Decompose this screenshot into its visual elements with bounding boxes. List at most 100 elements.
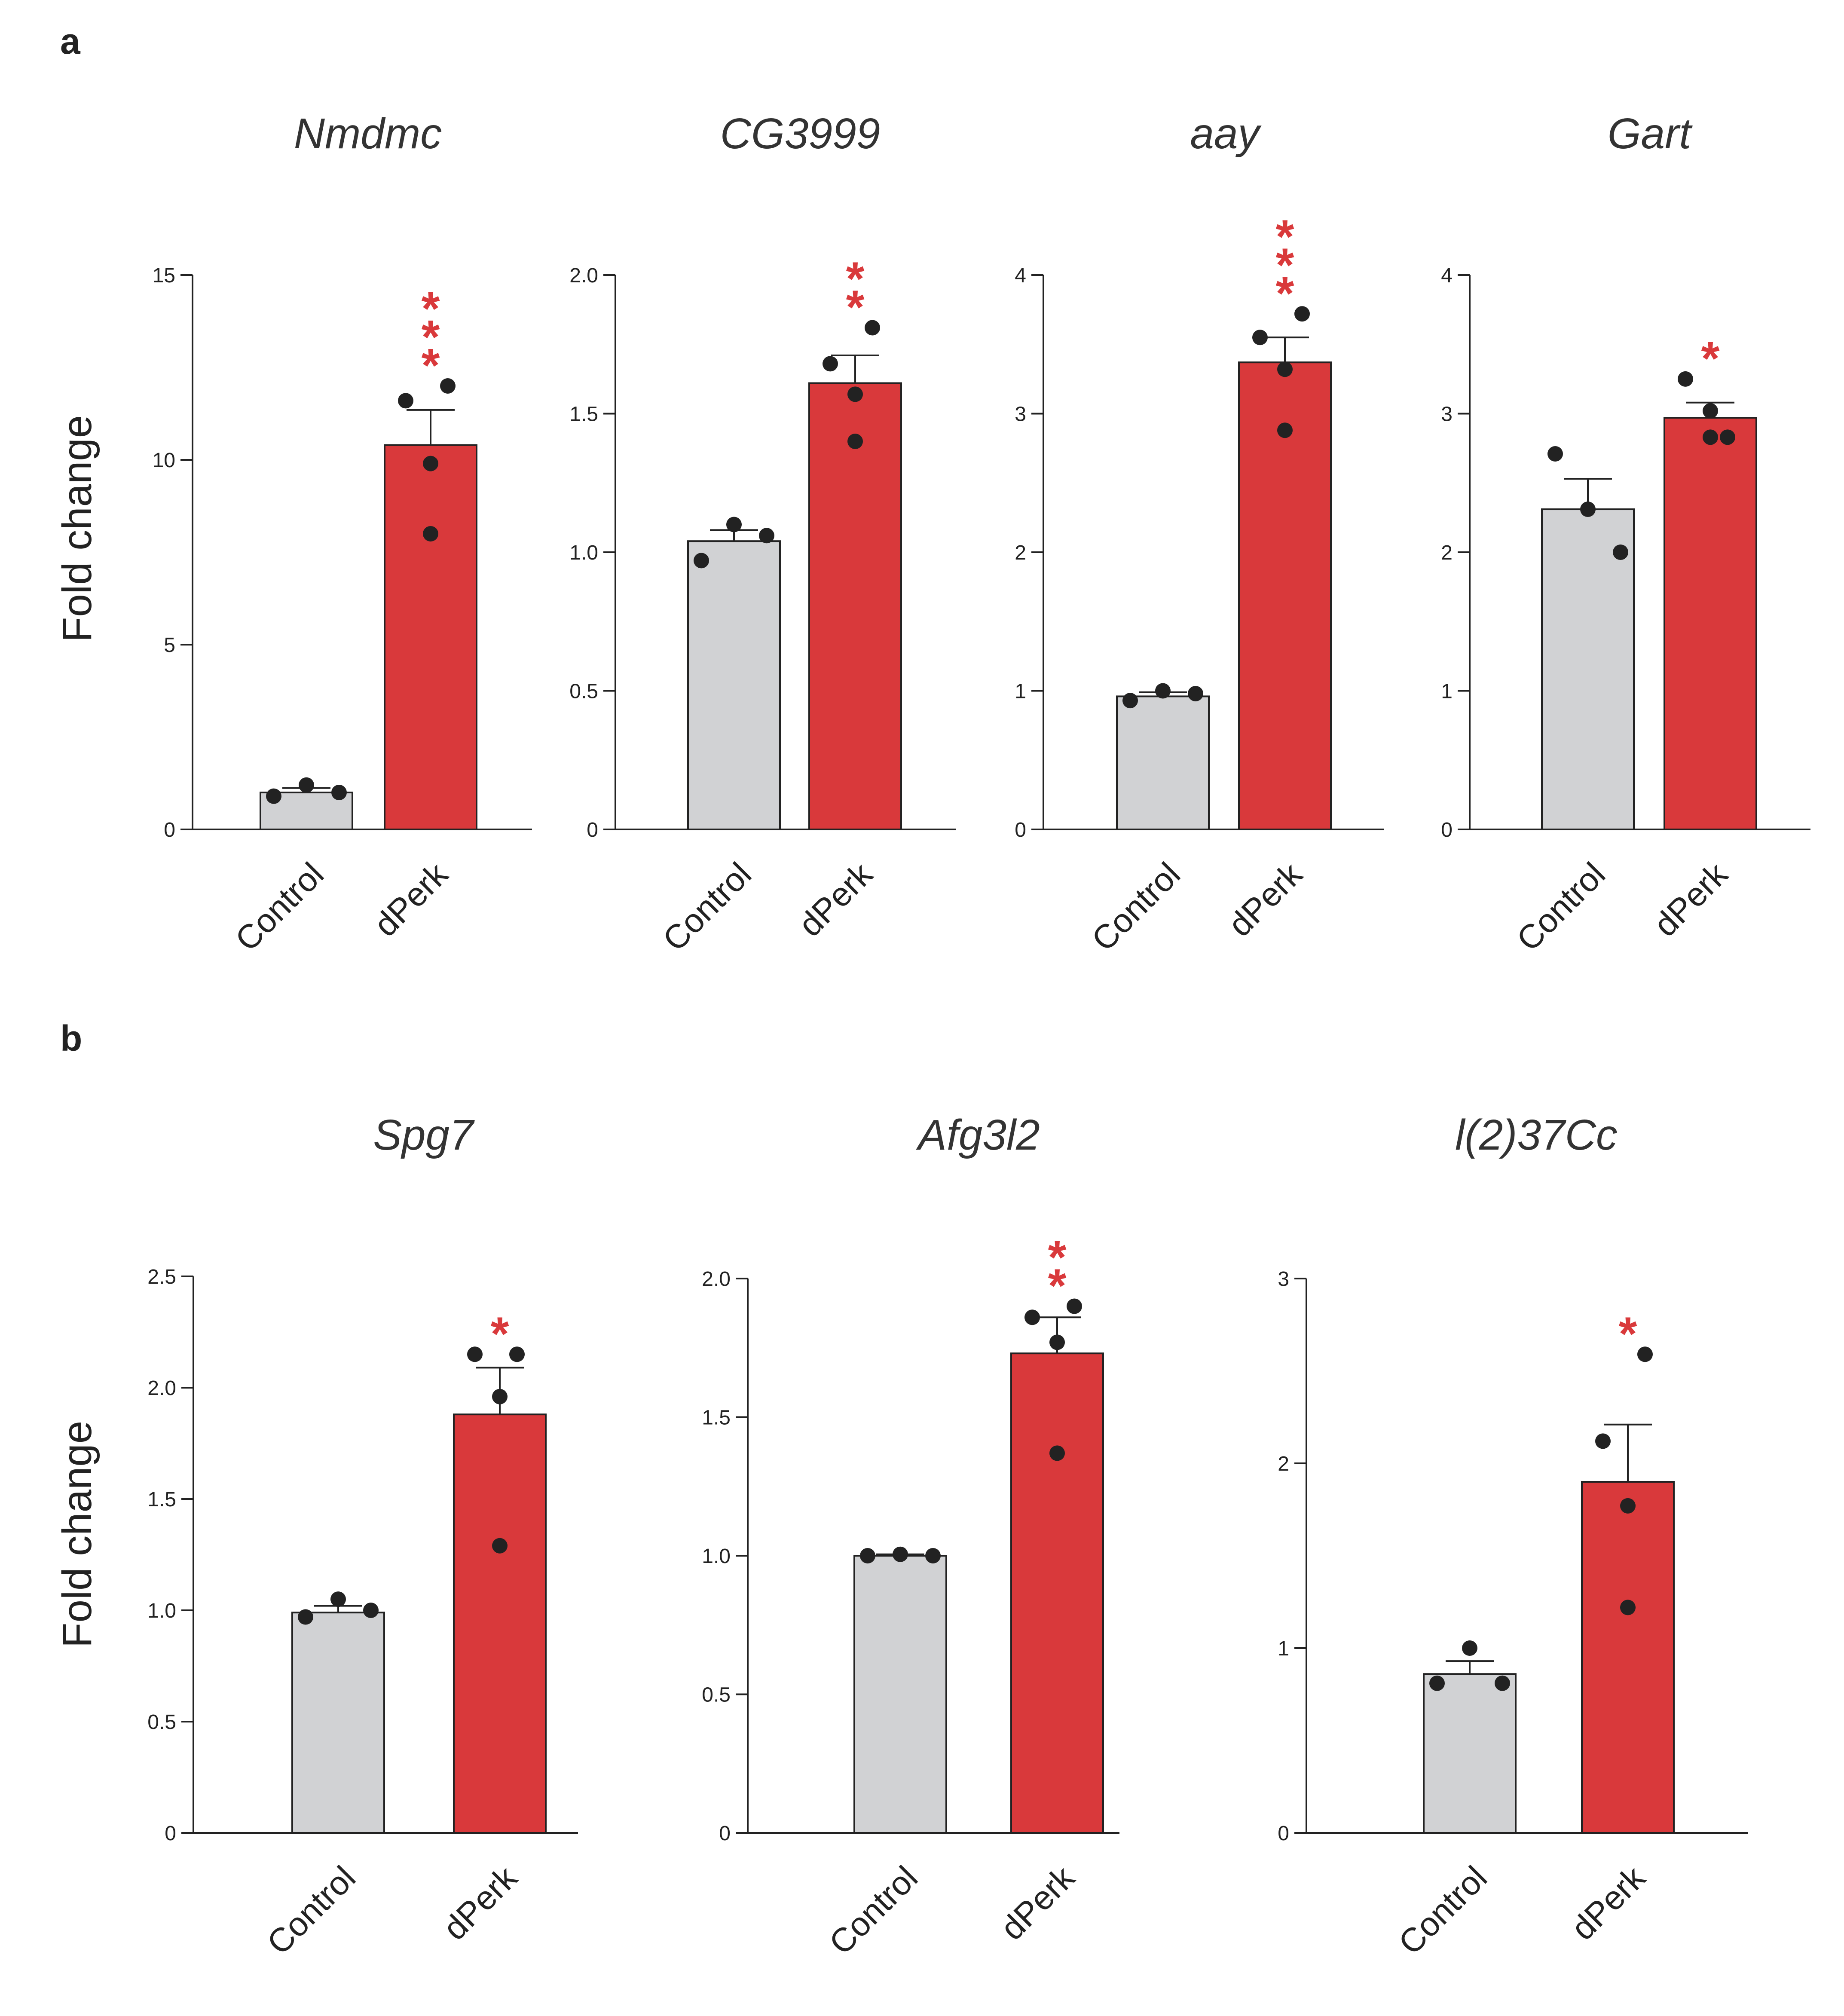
y-tick-label: 1.5: [702, 1407, 731, 1429]
y-tick-label: 2: [1441, 541, 1453, 564]
y-tick-label: 0.5: [147, 1711, 176, 1734]
bar-dperk: [1238, 361, 1332, 830]
y-tick-label: 1: [1015, 680, 1026, 703]
significance-star: *: [1048, 1231, 1067, 1284]
y-tick-label: 15: [153, 264, 175, 287]
category-label-control: Control: [822, 1859, 925, 1962]
category-label-dperk: dPerk: [1221, 855, 1310, 944]
data-point: [759, 528, 774, 544]
chart-1: CG3999 0 0.5 1.0 1.5 2.0 Control dPerk **: [569, 110, 956, 958]
bar-control: [1541, 508, 1635, 830]
data-point: [847, 386, 863, 402]
y-tick-label: 0: [587, 819, 598, 841]
y-tick-label: 3: [1278, 1268, 1289, 1291]
significance-star: *: [1276, 239, 1294, 291]
data-point: [266, 788, 281, 804]
category-label-dperk: dPerk: [367, 855, 456, 944]
data-point: [509, 1346, 525, 1362]
significance-star: *: [1048, 1260, 1067, 1312]
chart-title: Afg3l2: [916, 1111, 1040, 1159]
data-point: [1462, 1640, 1477, 1656]
data-point: [726, 517, 742, 532]
data-point: [299, 777, 314, 793]
significance-star: *: [422, 339, 440, 392]
y-tick-label: 3: [1441, 403, 1453, 426]
data-point: [860, 1548, 875, 1563]
data-point: [398, 393, 413, 409]
data-point: [1294, 306, 1310, 322]
bar-control: [853, 1555, 947, 1834]
data-point: [1595, 1433, 1611, 1449]
data-point: [1067, 1298, 1082, 1314]
bar-dperk: [1664, 417, 1757, 830]
bar-control: [1423, 1673, 1517, 1834]
y-tick-label: 0: [1015, 819, 1026, 841]
bar-control: [1116, 695, 1210, 831]
significance-star: *: [1276, 267, 1294, 320]
y-tick-label: 2.5: [147, 1266, 176, 1288]
chart-5: Afg3l2 0 0.5 1.0 1.5 2.0 Control dPerk **: [702, 1111, 1119, 1962]
data-point: [1620, 1600, 1636, 1615]
significance-star: *: [1276, 210, 1294, 263]
data-point: [331, 785, 347, 800]
y-tick-label: 10: [153, 449, 175, 472]
bar-dperk: [1010, 1352, 1104, 1834]
bar-control: [687, 540, 781, 830]
data-point: [1277, 361, 1293, 377]
y-tick-label: 2.0: [702, 1268, 731, 1291]
data-point: [1252, 330, 1268, 346]
data-point: [330, 1591, 346, 1607]
data-point: [925, 1548, 941, 1563]
data-point: [1580, 502, 1596, 517]
y-tick-label: 0: [719, 1822, 731, 1845]
data-point: [467, 1346, 483, 1362]
y-axis-label-b: Fold change: [54, 1421, 100, 1648]
y-tick-label: 1: [1278, 1637, 1289, 1660]
bar-dperk: [808, 382, 902, 830]
data-point: [893, 1546, 908, 1562]
category-label-control: Control: [260, 1859, 363, 1962]
y-tick-label: 1.5: [147, 1488, 176, 1511]
category-label-control: Control: [655, 855, 758, 958]
y-tick-label: 0: [1278, 1822, 1289, 1845]
chart-6: l(2)37Cc 0 1 2 3 Control dPerk *: [1278, 1111, 1748, 1962]
y-tick-label: 2.0: [147, 1377, 176, 1400]
category-label-dperk: dPerk: [1564, 1858, 1653, 1947]
y-tick-label: 2.0: [569, 264, 598, 287]
y-tick-label: 3: [1015, 403, 1026, 426]
chart-title: aay: [1190, 110, 1262, 158]
data-point: [1155, 683, 1171, 699]
data-point: [1188, 685, 1203, 701]
data-point: [1024, 1309, 1040, 1325]
y-tick-label: 4: [1015, 264, 1026, 287]
category-label-dperk: dPerk: [791, 855, 880, 944]
y-tick-label: 0.5: [702, 1684, 731, 1707]
chart-2: aay 0 1 2 3 4 Control dPerk ***: [1015, 110, 1384, 958]
data-point: [1720, 429, 1735, 445]
chart-title: CG3999: [720, 110, 880, 158]
data-point: [423, 456, 438, 471]
y-tick-label: 1.5: [569, 403, 598, 426]
y-tick-label: 1.0: [147, 1600, 176, 1622]
data-point: [440, 378, 456, 394]
panel-letter-a: a: [60, 21, 81, 61]
category-label-control: Control: [228, 855, 331, 958]
category-label-dperk: dPerk: [1646, 855, 1735, 944]
y-tick-label: 1.0: [569, 541, 598, 564]
data-point: [1429, 1675, 1445, 1691]
chart-title: l(2)37Cc: [1455, 1111, 1618, 1159]
y-tick-label: 1: [1441, 680, 1453, 703]
data-point: [1703, 429, 1718, 445]
category-label-control: Control: [1084, 855, 1187, 958]
chart-3: Gart 0 1 2 3 4 Control dPerk *: [1441, 110, 1810, 958]
bar-control: [291, 1612, 385, 1834]
data-point: [1495, 1675, 1510, 1691]
data-point: [1049, 1445, 1065, 1461]
data-point: [1637, 1346, 1653, 1362]
y-tick-label: 0.5: [569, 680, 598, 703]
data-point: [1613, 545, 1628, 560]
significance-star: *: [1619, 1307, 1637, 1360]
significance-star: *: [846, 253, 865, 306]
